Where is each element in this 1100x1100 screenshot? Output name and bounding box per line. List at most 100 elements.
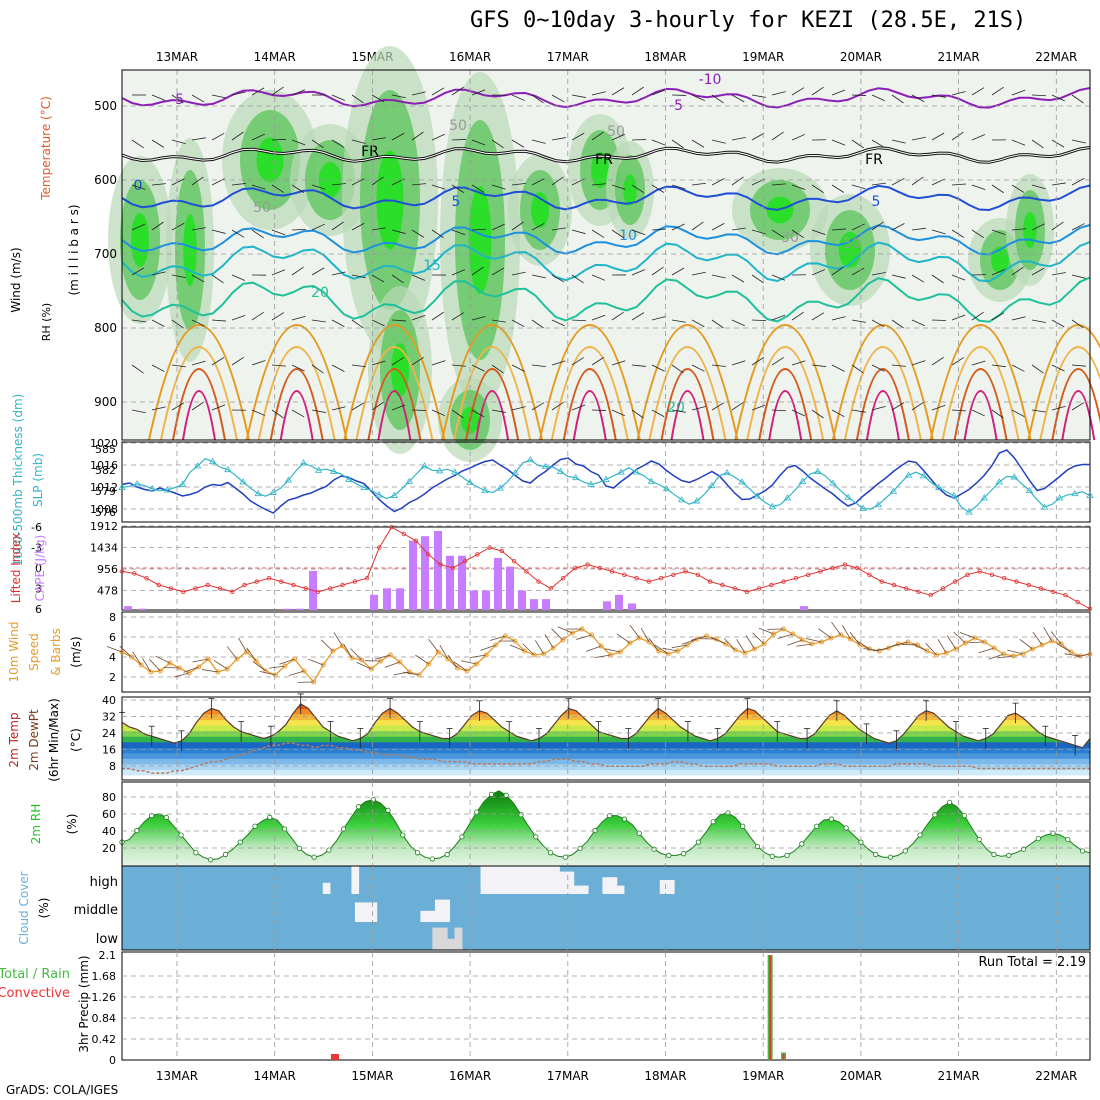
wind-barb — [651, 316, 666, 321]
temp-contour-warm — [441, 324, 544, 441]
thickness-tick-label: 576 — [95, 506, 116, 519]
wind-barb — [911, 401, 924, 411]
wind-barb — [571, 357, 584, 366]
wind-barb — [1031, 319, 1046, 323]
surface-wind-barb — [1050, 631, 1062, 645]
li-tick-label: 0 — [35, 562, 42, 575]
thickness-marker — [163, 486, 172, 493]
ylabel-convective: Convective — [0, 986, 70, 1001]
wind-speed-marker — [541, 651, 547, 657]
lifted-index-marker — [475, 552, 480, 557]
wind-speed-marker — [129, 654, 135, 660]
wind-speed-marker — [148, 669, 154, 675]
wind-barb — [931, 404, 946, 411]
wind-barb — [291, 409, 305, 418]
wind-barb — [131, 184, 146, 190]
surface-wind-barb — [818, 628, 832, 639]
wind-barb — [691, 271, 706, 276]
surface-wind-barb — [671, 644, 688, 649]
bottom-date-label: 13MAR — [156, 1069, 198, 1083]
wind-speed-marker — [934, 652, 940, 658]
wind-barb — [531, 139, 546, 144]
cloud-cell — [580, 885, 589, 894]
wind-barb — [431, 360, 446, 366]
wind-barb — [591, 183, 606, 186]
ylabel-total-rain: Total / Rain — [0, 967, 70, 982]
wind-barb — [531, 319, 544, 329]
lifted-index-marker — [891, 582, 897, 588]
wind-barb — [731, 176, 744, 186]
temp-band — [122, 752, 1090, 759]
rh-marker — [163, 814, 169, 820]
temp-contour-warm — [465, 368, 520, 441]
wind-speed-marker — [656, 648, 662, 654]
temp-contour-warm — [269, 368, 324, 441]
cape-bar — [283, 608, 291, 610]
thickness-tick-label: 585 — [95, 443, 116, 456]
wind-barb — [691, 139, 705, 148]
rh-tick-label: 40 — [102, 825, 116, 838]
wind-barb — [191, 227, 206, 231]
wind-barb — [1031, 139, 1044, 149]
wind-speed-marker — [847, 636, 853, 642]
temp-contour-warm — [475, 390, 510, 441]
wind-barb — [171, 178, 185, 186]
surface-wind-barb — [997, 655, 1014, 659]
cape-tick-label: 1912 — [90, 520, 118, 533]
thickness-marker — [662, 484, 671, 492]
lifted-index-marker — [401, 531, 407, 537]
wind-barb — [131, 364, 144, 374]
rh-blob-core — [131, 213, 149, 267]
contour-label: 0 — [134, 178, 143, 194]
temp-contour-warm — [377, 390, 412, 441]
surface-wind-barb — [393, 671, 410, 676]
temp-contour-warm — [245, 324, 348, 441]
wind-barb — [1051, 364, 1065, 372]
wind-barb — [331, 139, 345, 148]
surface-wind-barb — [959, 632, 976, 639]
surface-wind-barb — [252, 661, 267, 672]
surface-wind-barb — [509, 644, 525, 652]
temp-contour-warm — [538, 324, 641, 441]
temp-contour-warm — [572, 390, 607, 441]
thickness-marker — [178, 480, 187, 487]
surface-wind-barb — [428, 639, 439, 653]
wind-barb — [1071, 274, 1086, 279]
surface-wind-barb — [968, 641, 985, 644]
wind-barb — [651, 266, 664, 276]
wind-speed-marker — [943, 650, 949, 656]
wind-barb — [271, 86, 284, 96]
precip-small-bar — [331, 1054, 339, 1060]
lifted-index-marker — [132, 571, 137, 576]
thickness-marker — [451, 468, 459, 475]
wind-barb — [771, 274, 786, 281]
wind-speed-marker — [522, 648, 527, 654]
wind-barb — [871, 139, 885, 148]
wind-barb — [811, 184, 824, 194]
wind-barb — [791, 229, 804, 239]
temp-contour-warm — [279, 390, 314, 441]
cape-bar — [434, 530, 442, 610]
surface-wind-barb — [805, 638, 822, 643]
rh-marker — [518, 812, 524, 818]
wind-barb — [611, 87, 625, 96]
temp-band — [122, 768, 1090, 776]
contour-label: FR — [865, 152, 883, 168]
wind-barb — [511, 364, 525, 372]
wind-barb — [271, 409, 284, 419]
rh-marker — [887, 854, 894, 860]
wind-barb — [831, 139, 846, 146]
wind-barb — [871, 221, 884, 231]
temp-contour-warm — [963, 390, 998, 441]
rh-marker — [976, 836, 982, 843]
thickness-marker — [1071, 489, 1079, 497]
lifted-index-marker — [462, 559, 468, 564]
cloud-cell — [509, 866, 517, 894]
wind-barb — [1031, 184, 1046, 190]
wind-barb — [631, 409, 644, 419]
surface-wind-barb — [460, 660, 477, 665]
li-tick-label: -3 — [31, 542, 42, 555]
surface-wind-barb — [912, 643, 928, 652]
lifted-index-marker — [842, 562, 848, 567]
